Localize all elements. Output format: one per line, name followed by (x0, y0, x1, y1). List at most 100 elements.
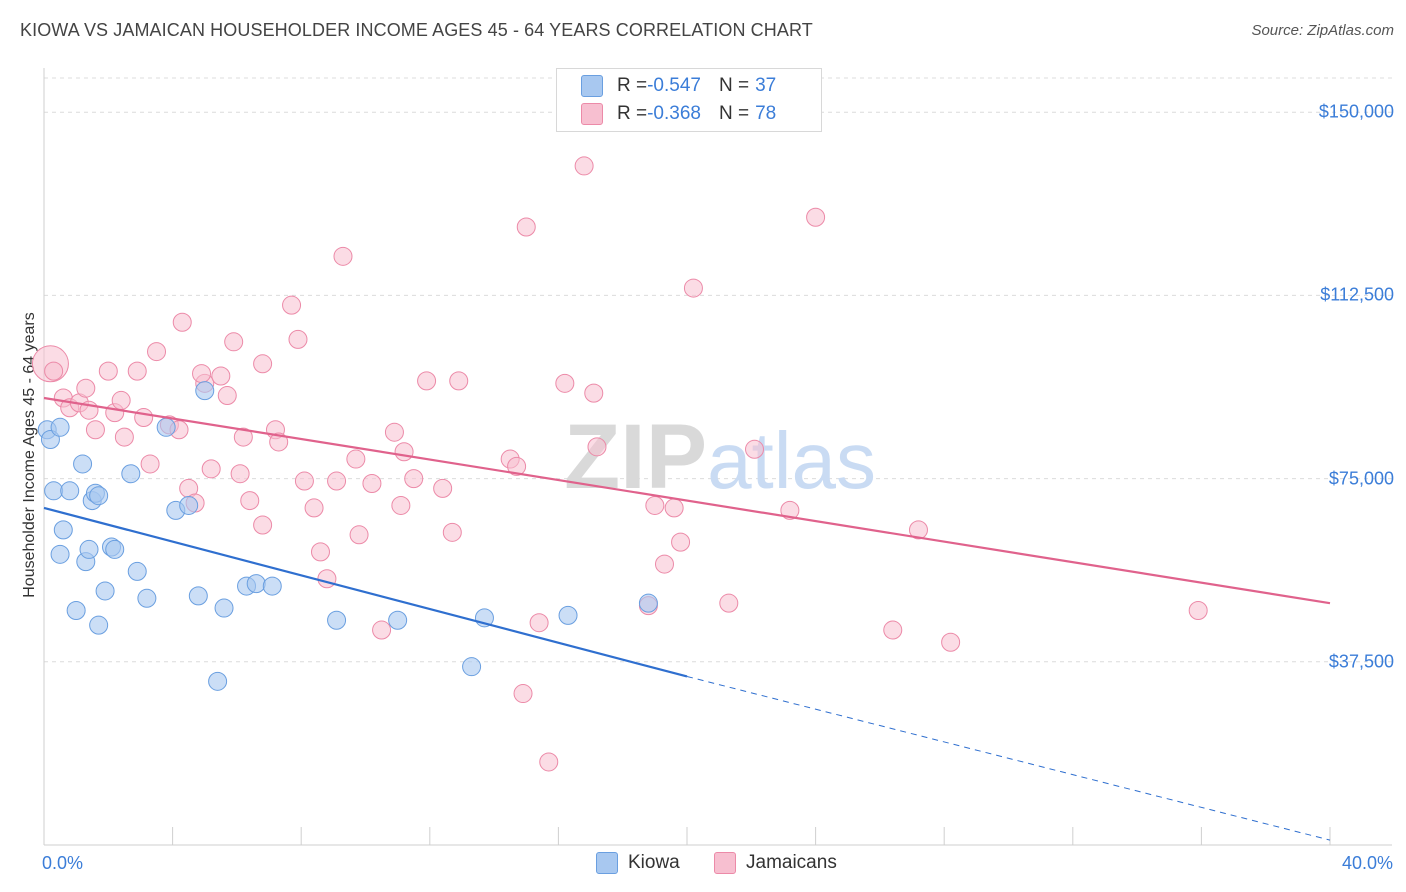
jamaicans-point (683, 278, 703, 298)
kiowa-swatch (581, 75, 603, 97)
jamaicans-point (230, 464, 250, 484)
kiowa-point (50, 417, 70, 437)
jamaicans-point (664, 498, 684, 518)
kiowa-point (262, 576, 282, 596)
kiowa-point (462, 657, 482, 677)
jamaicans-point (172, 312, 192, 332)
legend-r-value: -0.547 (647, 75, 701, 96)
jamaicans-point (780, 500, 800, 520)
jamaicans-point (908, 520, 928, 540)
jamaicans-point (310, 542, 330, 562)
jamaicans-point (555, 373, 575, 393)
jamaicans-point (372, 620, 392, 640)
jamaicans-point (44, 361, 64, 381)
jamaicans-point (442, 522, 462, 542)
axes (43, 68, 1392, 846)
watermark: ZIPatlas (564, 406, 876, 508)
legend-n-value: 78 (755, 103, 777, 124)
jamaicans-point (433, 478, 453, 498)
jamaicans-point (574, 156, 594, 176)
jamaicans-point (111, 390, 131, 410)
jamaicans-point (1188, 601, 1208, 621)
kiowa-point (638, 593, 658, 613)
y-tick-label: $37,500 (1328, 651, 1394, 672)
kiowa-point (188, 586, 208, 606)
jamaicans-point (529, 613, 549, 633)
kiowa-swatch (596, 852, 618, 874)
jamaicans-point (883, 620, 903, 640)
y-tick-label: $150,000 (1318, 101, 1394, 122)
x-tick-min: 0.0% (42, 853, 84, 873)
jamaicans-point (513, 684, 533, 704)
jamaicans-point (224, 332, 244, 352)
stats-legend: R = -0.547 N = 37 R = -0.368 N = 78 (556, 68, 822, 132)
legend-label-jamaicans: Jamaicans (746, 852, 837, 873)
kiowa-point (66, 601, 86, 621)
jamaicans-point (114, 427, 134, 447)
kiowa-point (127, 561, 147, 581)
source-label: Source: ZipAtlas.com (1251, 22, 1394, 39)
trend-lines (43, 396, 1331, 841)
kiowa-point (50, 544, 70, 564)
jamaicans-point (671, 532, 691, 552)
y-tick-label: $112,500 (1320, 284, 1394, 305)
jamaicans-point (192, 364, 212, 384)
jamaicans-point (282, 295, 302, 315)
jamaicans-point (269, 432, 289, 452)
jamaicans-point (147, 342, 167, 362)
kiowa-point (195, 381, 215, 401)
jamaicans-trend-line (43, 396, 1331, 605)
kiowa-point (208, 671, 228, 691)
kiowa-point (246, 574, 266, 594)
jamaicans-point (304, 498, 324, 518)
jamaicans-point (719, 593, 739, 613)
jamaicans-point (584, 383, 604, 403)
y-tick-label: $75,000 (1328, 468, 1394, 489)
kiowa-point (179, 495, 199, 515)
legend-r-value: -0.368 (647, 103, 701, 124)
jamaicans-point (587, 437, 607, 457)
jamaicans-point (140, 454, 160, 474)
jamaicans-point (98, 361, 118, 381)
kiowa-point (44, 481, 64, 501)
jamaicans-point (85, 420, 105, 440)
kiowa-point (214, 598, 234, 618)
jamaicans-point (806, 207, 826, 227)
kiowa-point (53, 520, 73, 540)
jamaicans-swatch (581, 103, 603, 125)
kiowa-point (327, 610, 347, 630)
jamaicans-point (253, 354, 273, 374)
jamaicans-point (941, 632, 961, 652)
kiowa-trend-extension (686, 675, 1331, 841)
jamaicans-point (449, 371, 469, 391)
legend-row-kiowa: R = -0.547 N = 37 (581, 75, 776, 97)
jamaicans-point (417, 371, 437, 391)
legend-label-kiowa: Kiowa (628, 852, 680, 873)
jamaicans-point (346, 449, 366, 469)
kiowa-point (105, 539, 125, 559)
jamaicans-point (394, 442, 414, 462)
kiowa-point (558, 605, 578, 625)
jamaicans-point (253, 515, 273, 535)
jamaicans-point (288, 329, 308, 349)
kiowa-point (137, 588, 157, 608)
kiowa-point (89, 486, 109, 506)
kiowa-trend-line (43, 506, 688, 678)
jamaicans-point (76, 378, 96, 398)
jamaicans-point (539, 752, 559, 772)
kiowa-point (121, 464, 141, 484)
jamaicans-point (127, 361, 147, 381)
bottom-legend-jamaicans: Jamaicans (714, 852, 837, 874)
jamaicans-point (645, 495, 665, 515)
legend-row-jamaicans: R = -0.368 N = 78 (581, 103, 776, 125)
grid-lines (44, 77, 1392, 663)
jamaicans-swatch (714, 852, 736, 874)
legend-r-label: R = (617, 103, 648, 124)
jamaicans-point (349, 525, 369, 545)
jamaicans-point (201, 459, 221, 479)
jamaicans-point (294, 471, 314, 491)
jamaicans-point (317, 569, 337, 589)
jamaicans-point (391, 495, 411, 515)
bottom-legend-kiowa: Kiowa (596, 852, 680, 874)
kiowa-point (388, 610, 408, 630)
